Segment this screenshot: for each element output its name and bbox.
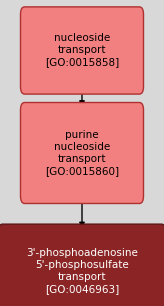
FancyBboxPatch shape <box>20 103 144 203</box>
FancyBboxPatch shape <box>20 7 144 94</box>
FancyBboxPatch shape <box>0 224 164 306</box>
Text: nucleoside
transport
[GO:0015858]: nucleoside transport [GO:0015858] <box>45 33 119 68</box>
Text: purine
nucleoside
transport
[GO:0015860]: purine nucleoside transport [GO:0015860] <box>45 130 119 176</box>
Text: 3'-phosphoadenosine
5'-phosphosulfate
transport
[GO:0046963]: 3'-phosphoadenosine 5'-phosphosulfate tr… <box>26 248 138 294</box>
